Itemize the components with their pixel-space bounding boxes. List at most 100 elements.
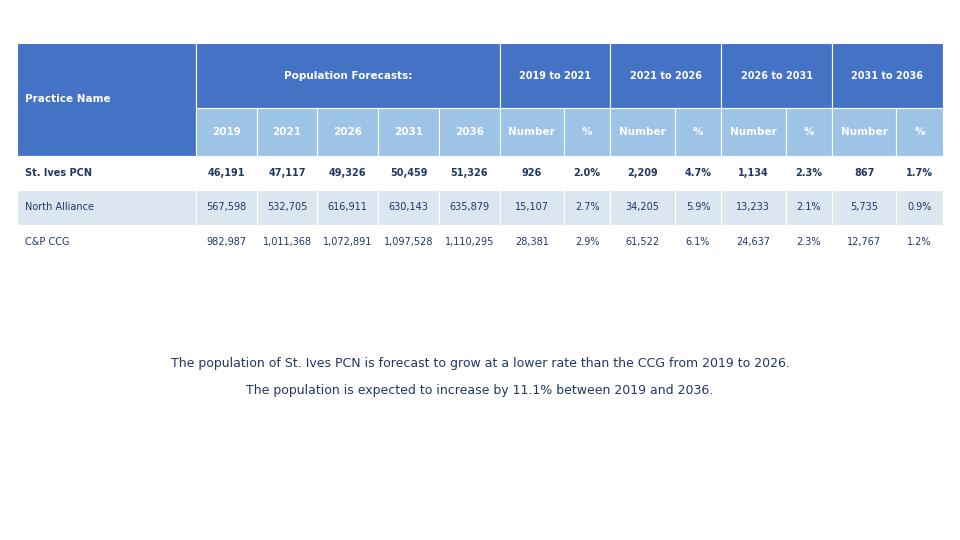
Text: 532,705: 532,705 bbox=[267, 202, 307, 212]
Bar bbox=[675, 190, 721, 225]
Bar bbox=[499, 225, 564, 259]
Text: 2021: 2021 bbox=[273, 127, 301, 137]
Bar bbox=[611, 108, 675, 156]
Text: 1,097,528: 1,097,528 bbox=[384, 237, 433, 247]
Bar bbox=[611, 156, 675, 190]
Bar bbox=[17, 156, 196, 190]
Bar bbox=[17, 190, 196, 225]
Text: 5.9%: 5.9% bbox=[685, 202, 710, 212]
Bar bbox=[721, 190, 785, 225]
Bar bbox=[564, 225, 611, 259]
Bar bbox=[439, 108, 499, 156]
Bar bbox=[17, 43, 196, 156]
Text: %: % bbox=[804, 127, 814, 137]
Bar bbox=[318, 225, 378, 259]
Bar bbox=[378, 225, 439, 259]
Text: 2036: 2036 bbox=[455, 127, 484, 137]
Bar bbox=[785, 190, 832, 225]
Text: Number: Number bbox=[841, 127, 887, 137]
Text: 2.0%: 2.0% bbox=[574, 168, 601, 178]
Bar bbox=[439, 190, 499, 225]
Text: 2026: 2026 bbox=[333, 127, 362, 137]
Bar bbox=[564, 190, 611, 225]
Bar bbox=[256, 190, 318, 225]
Bar bbox=[832, 108, 897, 156]
Bar bbox=[721, 108, 785, 156]
Bar bbox=[611, 43, 721, 108]
Text: 2021 to 2026: 2021 to 2026 bbox=[630, 71, 702, 80]
Bar bbox=[675, 225, 721, 259]
Bar bbox=[499, 108, 564, 156]
Text: Population Forecasts:: Population Forecasts: bbox=[283, 71, 412, 80]
Text: 1,072,891: 1,072,891 bbox=[324, 237, 372, 247]
Text: Source: GP registered population, April 2019, NHS Digital.  Population forecasts: Source: GP registered population, April … bbox=[12, 522, 754, 529]
Text: St. Ives PCN: St. Ives PCN bbox=[25, 168, 92, 178]
Bar bbox=[897, 190, 943, 225]
Text: 2.9%: 2.9% bbox=[575, 237, 599, 247]
Bar bbox=[318, 156, 378, 190]
Bar bbox=[675, 108, 721, 156]
Text: 2031 to 2036: 2031 to 2036 bbox=[852, 71, 924, 80]
Bar bbox=[256, 156, 318, 190]
Bar bbox=[611, 190, 675, 225]
Bar bbox=[721, 156, 785, 190]
Bar bbox=[832, 225, 897, 259]
Bar bbox=[256, 108, 318, 156]
Bar bbox=[785, 108, 832, 156]
Bar bbox=[318, 190, 378, 225]
Text: 49,326: 49,326 bbox=[329, 168, 367, 178]
Bar bbox=[378, 108, 439, 156]
Text: Number: Number bbox=[509, 127, 555, 137]
Bar bbox=[439, 225, 499, 259]
Bar bbox=[832, 156, 897, 190]
Bar bbox=[439, 156, 499, 190]
Text: 2.3%: 2.3% bbox=[797, 237, 821, 247]
Bar bbox=[785, 156, 832, 190]
Bar bbox=[378, 156, 439, 190]
Bar bbox=[675, 156, 721, 190]
Bar bbox=[832, 190, 897, 225]
Text: 4.7%: 4.7% bbox=[684, 168, 711, 178]
Text: 47,117: 47,117 bbox=[268, 168, 306, 178]
Text: 567,598: 567,598 bbox=[206, 202, 247, 212]
Text: Number: Number bbox=[730, 127, 777, 137]
Text: 15,107: 15,107 bbox=[515, 202, 549, 212]
Text: 2.7%: 2.7% bbox=[575, 202, 599, 212]
Text: The population of St. Ives PCN is forecast to grow at a lower rate than the CCG : The population of St. Ives PCN is foreca… bbox=[171, 356, 789, 370]
Text: 1,011,368: 1,011,368 bbox=[262, 237, 312, 247]
Bar bbox=[318, 108, 378, 156]
Bar bbox=[256, 225, 318, 259]
Text: Population forecasts: Population forecasts bbox=[375, 9, 585, 28]
Text: 34,205: 34,205 bbox=[626, 202, 660, 212]
Text: Number: Number bbox=[619, 127, 666, 137]
Text: 0.9%: 0.9% bbox=[907, 202, 932, 212]
Text: 2,209: 2,209 bbox=[627, 168, 658, 178]
Text: 1,110,295: 1,110,295 bbox=[444, 237, 494, 247]
Bar bbox=[897, 108, 943, 156]
Text: 24,637: 24,637 bbox=[736, 237, 770, 247]
Text: 2.3%: 2.3% bbox=[795, 168, 822, 178]
Bar bbox=[196, 156, 256, 190]
Text: 867: 867 bbox=[854, 168, 875, 178]
Text: %: % bbox=[582, 127, 592, 137]
Bar bbox=[721, 43, 832, 108]
Bar bbox=[378, 190, 439, 225]
Bar bbox=[897, 225, 943, 259]
Bar bbox=[499, 190, 564, 225]
Text: %: % bbox=[693, 127, 704, 137]
Text: 926: 926 bbox=[521, 168, 542, 178]
Text: 2019 to 2021: 2019 to 2021 bbox=[519, 71, 591, 80]
Bar bbox=[564, 156, 611, 190]
Text: 2.1%: 2.1% bbox=[797, 202, 821, 212]
Text: 2019: 2019 bbox=[212, 127, 241, 137]
Bar bbox=[196, 108, 256, 156]
Bar bbox=[196, 190, 256, 225]
Text: 51,326: 51,326 bbox=[450, 168, 488, 178]
Text: 616,911: 616,911 bbox=[328, 202, 368, 212]
Text: %: % bbox=[914, 127, 924, 137]
Text: 61,522: 61,522 bbox=[626, 237, 660, 247]
Bar bbox=[785, 225, 832, 259]
Text: C&P CCG: C&P CCG bbox=[25, 237, 69, 247]
Text: 5,735: 5,735 bbox=[851, 202, 878, 212]
Text: 982,987: 982,987 bbox=[206, 237, 247, 247]
